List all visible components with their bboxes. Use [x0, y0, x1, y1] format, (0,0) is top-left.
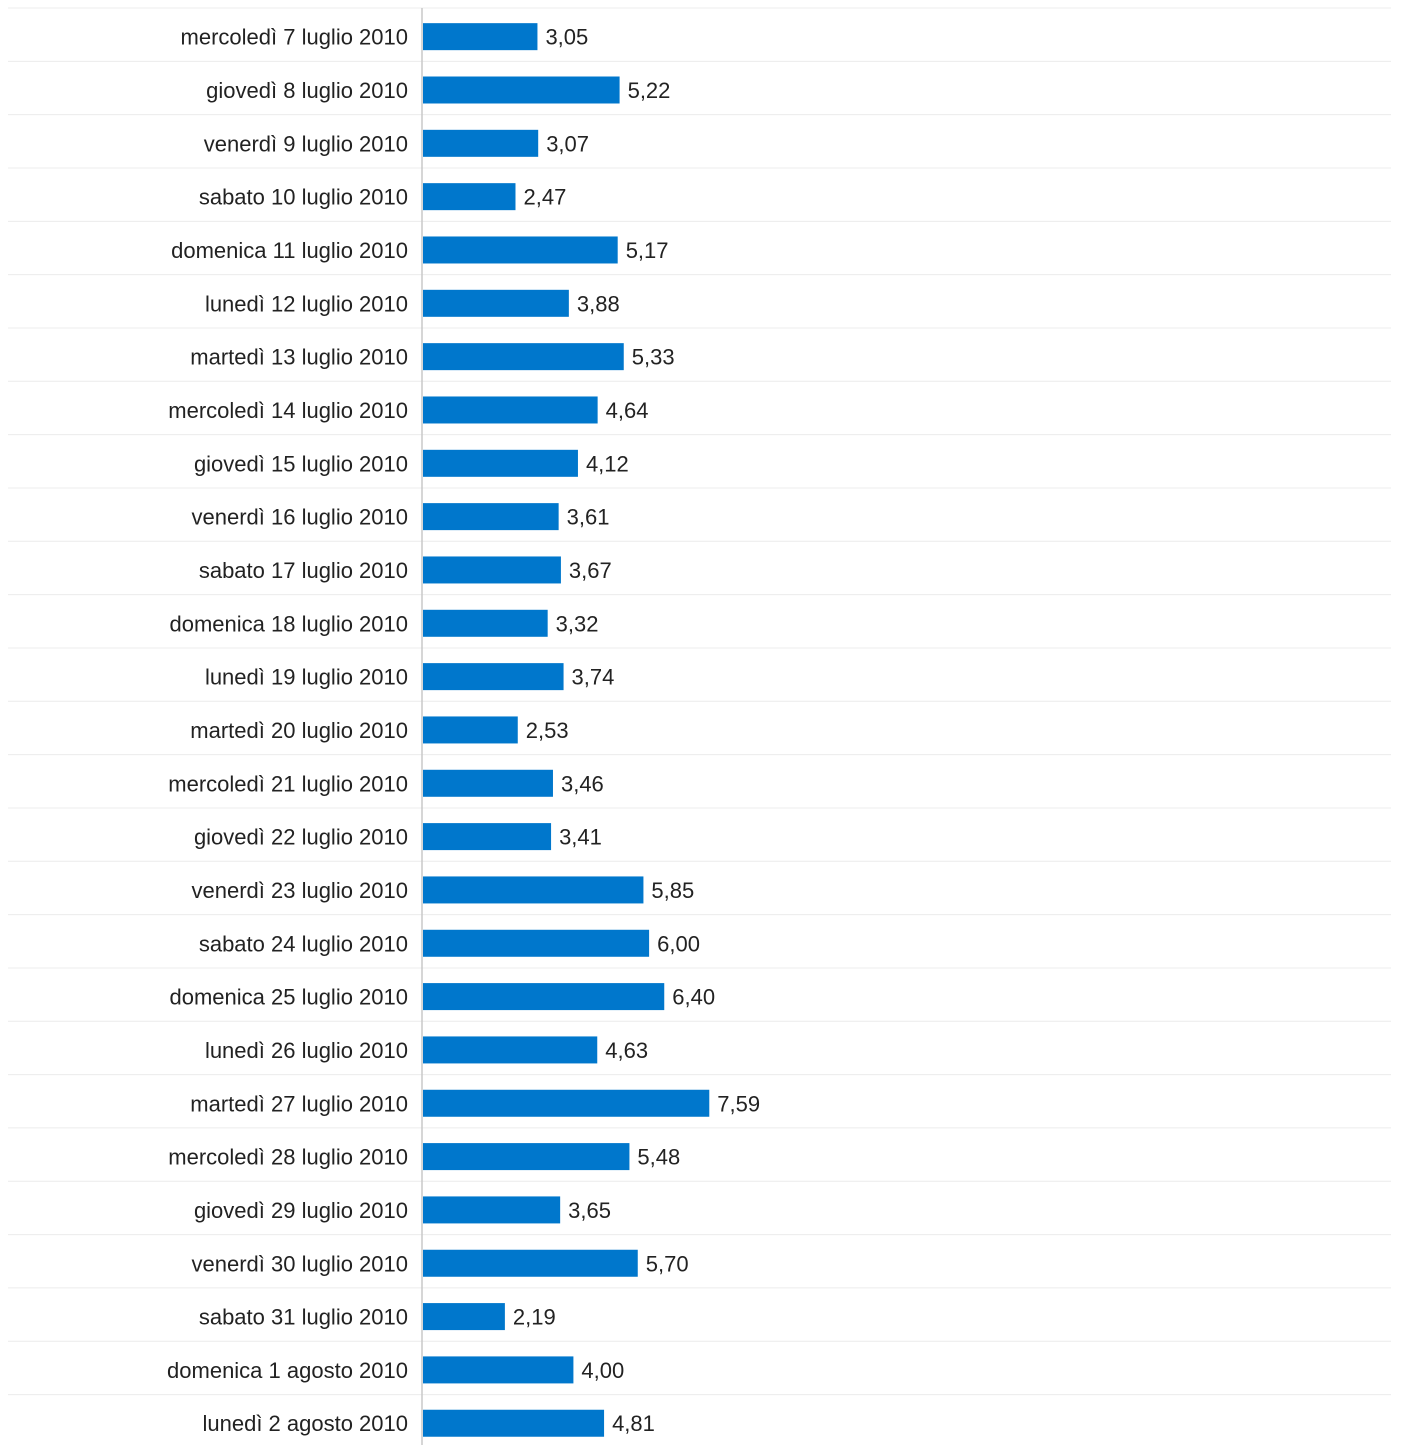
value-label: 5,33 — [632, 345, 675, 370]
category-label: lunedì 2 agosto 2010 — [202, 1411, 408, 1436]
bar[interactable] — [423, 1409, 605, 1437]
bar[interactable] — [423, 1356, 574, 1384]
category-label: mercoledì 7 luglio 2010 — [181, 25, 408, 50]
value-label: 6,00 — [657, 931, 700, 956]
category-label: martedì 20 luglio 2010 — [190, 718, 408, 743]
category-label: giovedì 22 luglio 2010 — [194, 825, 408, 850]
value-label: 2,47 — [523, 185, 566, 210]
value-label: 5,17 — [626, 238, 669, 263]
bar[interactable] — [423, 609, 548, 637]
bar[interactable] — [423, 983, 665, 1011]
value-label: 3,05 — [545, 25, 588, 50]
value-label: 3,46 — [561, 771, 604, 796]
bar[interactable] — [423, 23, 538, 51]
value-label: 4,12 — [586, 451, 629, 476]
category-label: venerdì 16 luglio 2010 — [192, 505, 409, 530]
value-label: 2,19 — [513, 1305, 556, 1330]
category-label: sabato 10 luglio 2010 — [199, 185, 408, 210]
bar[interactable] — [423, 1036, 598, 1064]
category-label: venerdì 9 luglio 2010 — [204, 131, 408, 156]
value-label: 3,41 — [559, 825, 602, 850]
bar[interactable] — [423, 1089, 710, 1117]
category-label: martedì 27 luglio 2010 — [190, 1091, 408, 1116]
bar[interactable] — [423, 823, 552, 851]
category-label: domenica 25 luglio 2010 — [169, 985, 408, 1010]
value-label: 5,22 — [628, 78, 671, 103]
category-label: lunedì 26 luglio 2010 — [205, 1038, 408, 1063]
value-label: 3,32 — [556, 611, 599, 636]
category-label: giovedì 8 luglio 2010 — [206, 78, 408, 103]
bar[interactable] — [423, 716, 518, 744]
category-label: sabato 31 luglio 2010 — [199, 1305, 408, 1330]
value-label: 5,85 — [651, 878, 694, 903]
bar[interactable] — [423, 236, 618, 264]
bar[interactable] — [423, 503, 559, 531]
bar[interactable] — [423, 129, 539, 157]
value-label: 4,81 — [612, 1411, 655, 1436]
bar[interactable] — [423, 929, 650, 957]
category-label: domenica 18 luglio 2010 — [169, 611, 408, 636]
bar[interactable] — [423, 663, 564, 691]
value-label: 5,48 — [637, 1145, 680, 1170]
value-label: 7,59 — [717, 1091, 760, 1116]
category-label: venerdì 23 luglio 2010 — [192, 878, 409, 903]
bar[interactable] — [423, 1303, 505, 1331]
value-label: 3,67 — [569, 558, 612, 583]
bar[interactable] — [423, 76, 620, 104]
value-label: 2,53 — [526, 718, 569, 743]
category-label: lunedì 19 luglio 2010 — [205, 665, 408, 690]
category-label: sabato 24 luglio 2010 — [199, 931, 408, 956]
bar[interactable] — [423, 1249, 638, 1277]
value-label: 4,00 — [581, 1358, 624, 1383]
category-label: mercoledì 14 luglio 2010 — [168, 398, 408, 423]
category-label: giovedì 29 luglio 2010 — [194, 1198, 408, 1223]
bar[interactable] — [423, 556, 561, 584]
value-label: 3,61 — [567, 505, 610, 530]
category-label: sabato 17 luglio 2010 — [199, 558, 408, 583]
category-label: domenica 1 agosto 2010 — [167, 1358, 408, 1383]
category-label: lunedì 12 luglio 2010 — [205, 291, 408, 316]
value-label: 3,07 — [546, 131, 589, 156]
bar[interactable] — [423, 769, 553, 797]
bar[interactable] — [423, 449, 578, 477]
bar[interactable] — [423, 1196, 561, 1224]
category-label: martedì 13 luglio 2010 — [190, 345, 408, 370]
value-label: 3,88 — [577, 291, 620, 316]
category-label: domenica 11 luglio 2010 — [171, 238, 408, 263]
bar[interactable] — [423, 289, 569, 317]
category-label: giovedì 15 luglio 2010 — [194, 451, 408, 476]
bar[interactable] — [423, 876, 644, 904]
value-label: 5,70 — [646, 1251, 689, 1276]
value-label: 3,65 — [568, 1198, 611, 1223]
bar[interactable] — [423, 343, 624, 371]
bar[interactable] — [423, 183, 516, 211]
value-label: 4,63 — [605, 1038, 648, 1063]
category-label: venerdì 30 luglio 2010 — [192, 1251, 409, 1276]
bar[interactable] — [423, 1143, 630, 1171]
category-label: mercoledì 28 luglio 2010 — [168, 1145, 408, 1170]
value-label: 6,40 — [672, 985, 715, 1010]
bar[interactable] — [423, 396, 598, 424]
category-label: mercoledì 21 luglio 2010 — [168, 771, 408, 796]
value-label: 4,64 — [606, 398, 649, 423]
value-label: 3,74 — [572, 665, 615, 690]
